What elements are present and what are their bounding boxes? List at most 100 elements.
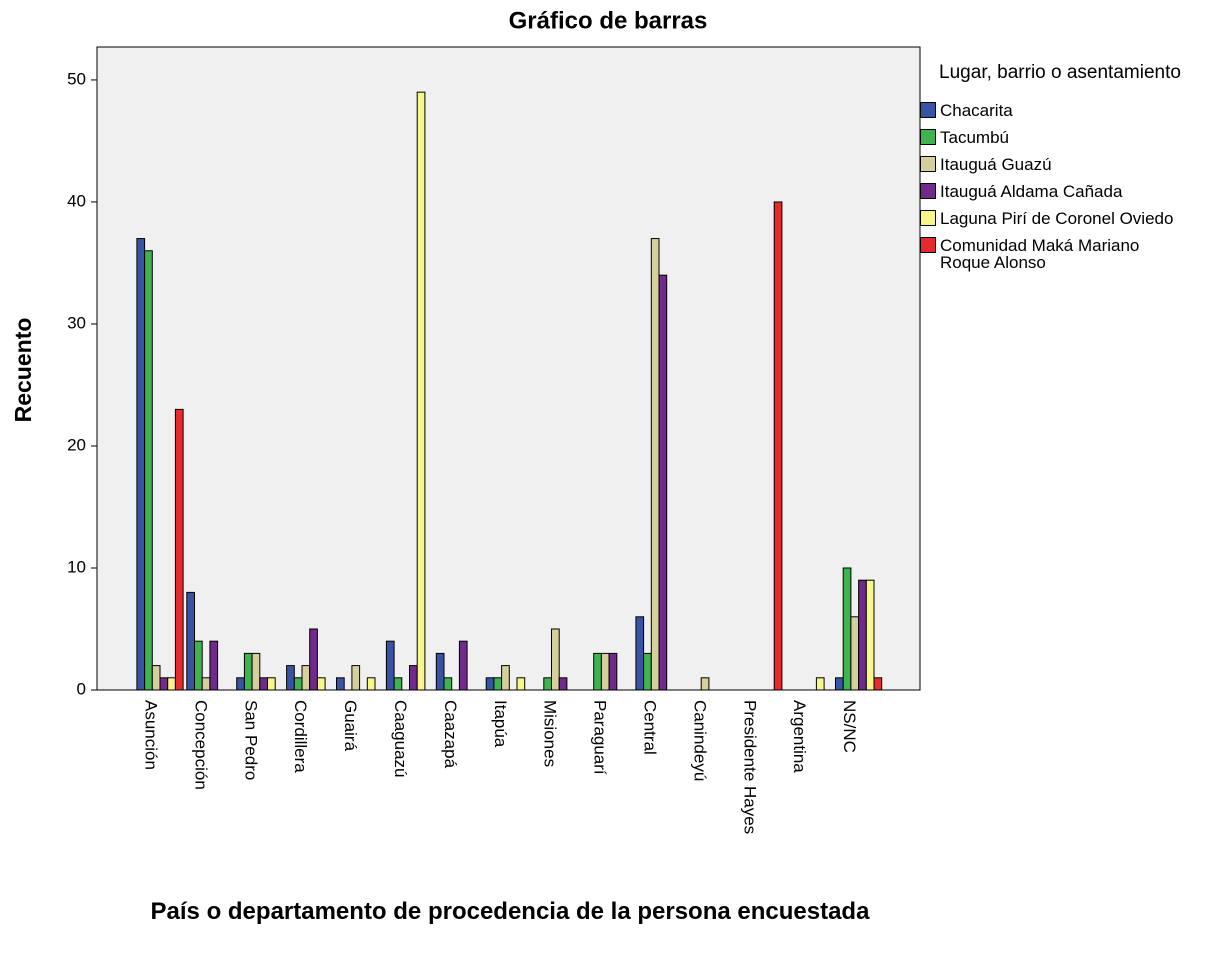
legend-swatch	[920, 237, 936, 253]
bar	[316, 677, 326, 691]
legend-swatch	[920, 183, 936, 199]
bar	[485, 677, 495, 691]
x-tick-label: Itapúa	[491, 700, 510, 748]
bar	[409, 665, 418, 691]
bar	[159, 677, 169, 691]
bar	[516, 677, 526, 691]
bar	[243, 652, 253, 691]
legend-item: Laguna Pirí de Coronel Oviedo	[920, 210, 1200, 227]
bar	[543, 677, 552, 691]
legend-label: Comunidad Maká Mariano Roque Alonso	[940, 236, 1140, 272]
bar	[700, 677, 710, 691]
bar	[842, 567, 852, 691]
bar	[201, 677, 211, 691]
x-tick-label: Guairá	[341, 700, 360, 752]
x-tick-label: Argentina	[790, 700, 809, 773]
bar	[608, 652, 618, 691]
bar	[873, 677, 883, 691]
x-tick-label: San Pedro	[241, 700, 260, 780]
legend-swatch	[920, 129, 936, 145]
bar	[236, 677, 245, 691]
legend-label: Laguna Pirí de Coronel Oviedo	[940, 209, 1174, 228]
x-tick-label: Cordillera	[291, 700, 310, 773]
bar	[865, 579, 875, 691]
bar	[815, 677, 825, 691]
bar	[309, 628, 318, 691]
bar	[385, 640, 395, 691]
x-tick-label: Caazapá	[441, 700, 460, 769]
bar	[443, 677, 453, 691]
bar	[643, 652, 652, 691]
bar	[773, 201, 783, 691]
bar	[551, 628, 560, 691]
bar	[366, 677, 376, 691]
legend-swatch	[920, 210, 936, 226]
bar	[336, 677, 345, 691]
bar	[835, 677, 844, 691]
y-tick-label: 20	[67, 435, 86, 454]
x-axis-label: País o departamento de procedencia de la…	[150, 898, 870, 925]
bar	[351, 665, 361, 691]
legend-label: Itauguá Guazú	[940, 155, 1052, 174]
bar	[174, 408, 184, 691]
legend-label: Itauguá Aldama Cañada	[940, 182, 1123, 201]
y-tick-label: 30	[67, 313, 86, 332]
y-axis-label: Recuento	[10, 318, 36, 423]
bar	[209, 640, 219, 691]
bar	[286, 665, 295, 691]
y-tick-label: 10	[67, 557, 86, 576]
legend: Lugar, barrio o asentamiento Chacarita Ta…	[920, 62, 1200, 281]
bar	[501, 665, 510, 691]
bar	[416, 91, 426, 691]
bar	[493, 677, 503, 691]
x-tick-label: Canindeyú	[690, 700, 709, 781]
bar	[259, 677, 268, 691]
x-tick-label: Asunción	[142, 700, 161, 770]
bar	[251, 652, 261, 691]
bar	[393, 677, 403, 691]
bar	[151, 665, 161, 691]
legend-label: Chacarita	[940, 101, 1013, 120]
y-tick-label: 0	[77, 679, 86, 698]
legend-item: Comunidad Maká Mariano Roque Alonso	[920, 237, 1200, 271]
bar	[167, 677, 176, 691]
plot-area	[96, 46, 921, 691]
legend-item: Chacarita	[920, 102, 1200, 119]
x-tick-label: Misiones	[541, 700, 560, 767]
chart-title: Gráfico de barras	[509, 7, 708, 34]
y-tick-label: 50	[67, 69, 86, 88]
bar	[136, 238, 146, 691]
x-tick-label: Paraguarí	[591, 700, 610, 775]
bar	[600, 652, 610, 691]
bar	[435, 652, 445, 691]
bar	[186, 591, 196, 691]
bar	[301, 665, 311, 691]
bar	[650, 238, 660, 691]
bar	[144, 250, 153, 691]
x-tick-label: Caaguazú	[391, 700, 410, 778]
legend-label: Tacumbú	[940, 128, 1009, 147]
x-tick-label: Central	[641, 700, 660, 755]
legend-swatch	[920, 156, 936, 172]
bar	[267, 677, 276, 691]
y-tick-label: 40	[67, 191, 86, 210]
legend-item: Itauguá Guazú	[920, 156, 1200, 173]
bar	[658, 274, 668, 691]
x-tick-label: Concepción	[191, 700, 210, 790]
bar	[558, 677, 568, 691]
legend-item: Itauguá Aldama Cañada	[920, 183, 1200, 200]
bar	[593, 652, 602, 691]
x-tick-label: NS/NC	[840, 700, 859, 753]
legend-item: Tacumbú	[920, 129, 1200, 146]
bar	[194, 640, 203, 691]
x-tick-label: Presidente Hayes	[740, 700, 759, 834]
bar	[293, 677, 303, 691]
bar	[458, 640, 468, 691]
legend-swatch	[920, 102, 936, 118]
legend-title: Lugar, barrio o asentamiento	[939, 62, 1181, 83]
bar	[850, 616, 860, 691]
bar	[635, 616, 645, 691]
bar	[858, 579, 867, 691]
